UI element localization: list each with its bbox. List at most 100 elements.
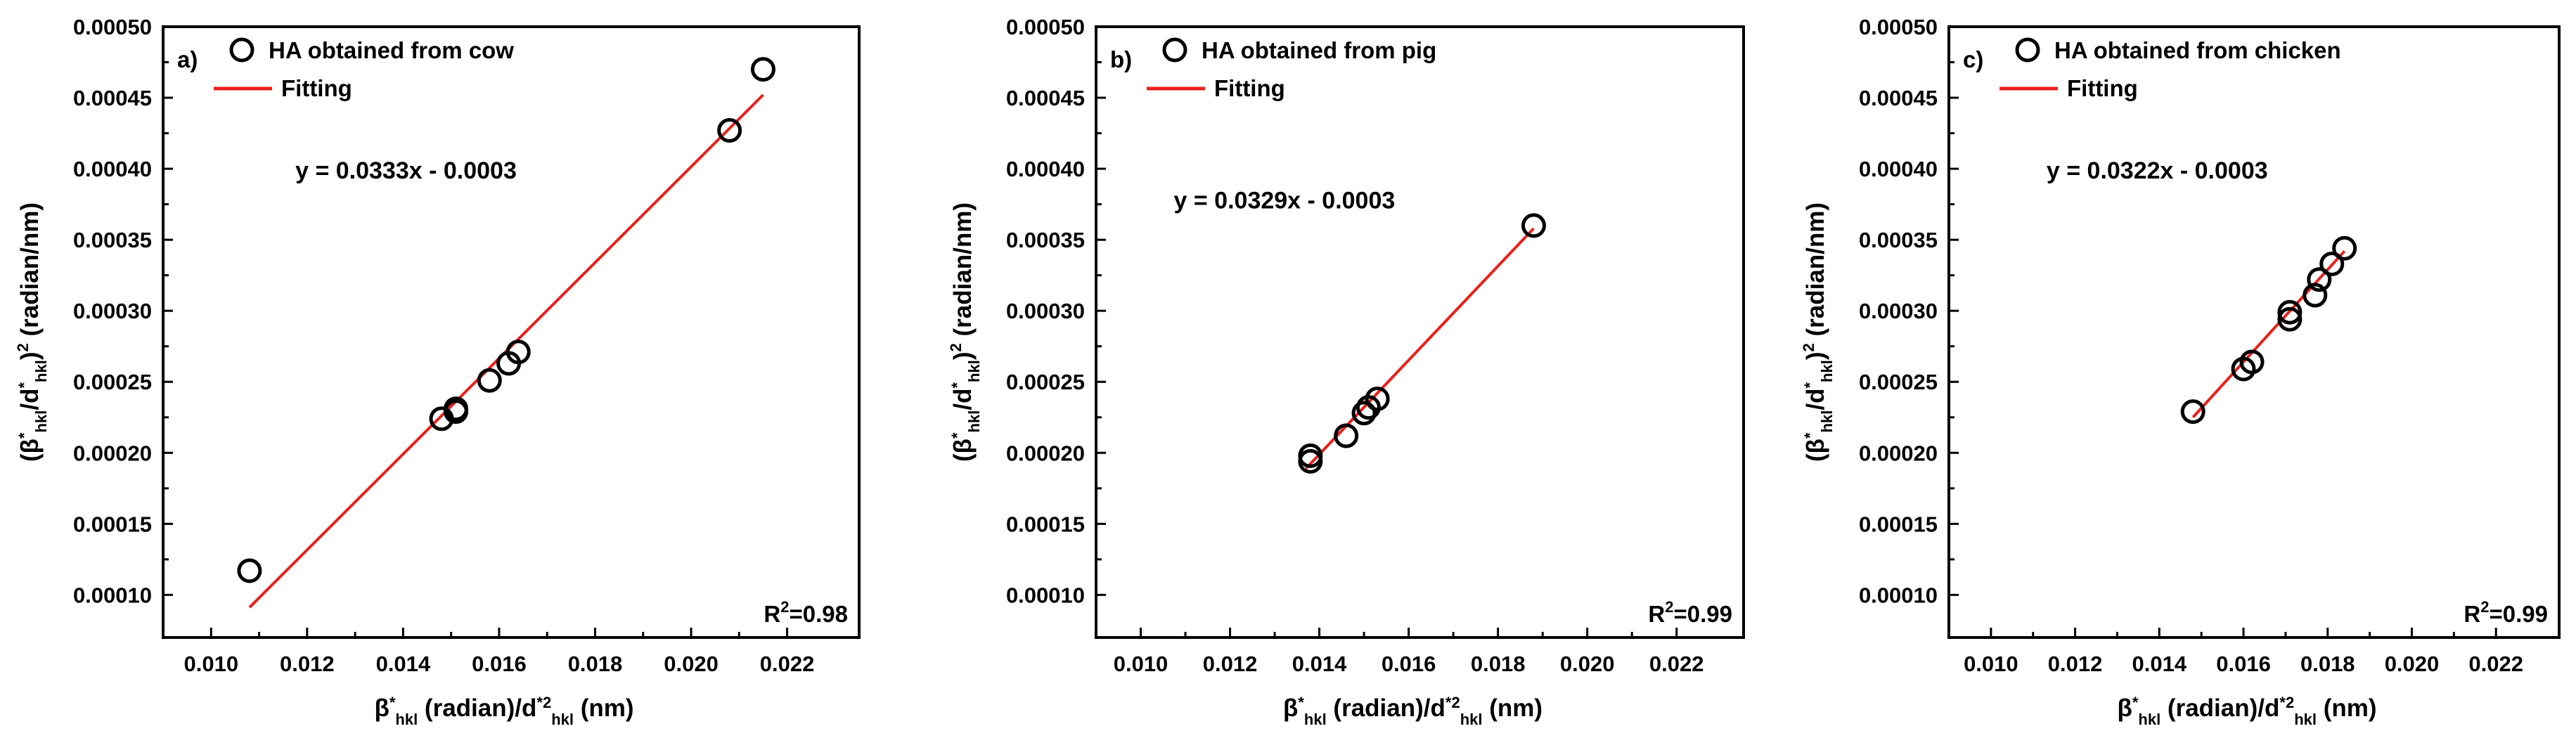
x-label-unit: (nm) — [574, 694, 634, 722]
legend-label-fit: Fitting — [1214, 75, 1285, 101]
y-label-unit: (radian/nm) — [949, 202, 977, 343]
data-point — [1334, 423, 1359, 448]
y-label-exponent: 2 — [947, 343, 965, 351]
y-tick-label: 0.00010 — [1006, 583, 1085, 607]
r-squared: R2=0.98 — [764, 598, 848, 627]
regression-equation: y = 0.0333x - 0.0003 — [295, 157, 517, 184]
y-label-star2: * — [948, 382, 966, 389]
r-squared-exponent: 2 — [2480, 598, 2489, 616]
y-tick-label: 0.00025 — [73, 370, 152, 394]
x-tick-label: 0.016 — [2216, 652, 2271, 676]
y-tick-label: 0.00050 — [1006, 15, 1085, 39]
data-point — [477, 368, 502, 393]
data-point — [717, 118, 742, 143]
x-tick-label: 0.012 — [280, 652, 335, 676]
y-label-exponent: 2 — [1800, 343, 1817, 351]
x-tick-label: 0.016 — [472, 652, 527, 676]
y-tick-label: 0.00045 — [1006, 86, 1085, 110]
data-point — [2180, 399, 2205, 425]
legend-marker — [2015, 37, 2040, 63]
x-tick-label: 0.016 — [1382, 652, 1436, 676]
legend-label-fit: Fitting — [281, 75, 352, 101]
chart-panel-3: 0.00010 0.00015 0.00020 0.00025 0.00030 0.000… — [1800, 15, 2561, 728]
data-point — [237, 558, 262, 583]
panel-label: a) — [177, 46, 198, 72]
y-label-sub-hkl: hkl — [32, 410, 50, 433]
r-squared: R2=0.99 — [2464, 598, 2548, 627]
chart-panel-2: 0.00010 0.00015 0.00020 0.00025 0.00030 0.000… — [947, 15, 1745, 728]
y-label-slash-d: /d — [949, 389, 977, 410]
y-tick-label: 0.00025 — [1006, 370, 1085, 394]
x-tick-label: 0.018 — [2300, 652, 2355, 676]
y-tick-label: 0.00045 — [1859, 86, 1938, 110]
y-label-star: * — [948, 432, 966, 439]
data-point — [2239, 349, 2265, 375]
y-label-open: (β — [949, 439, 977, 462]
regression-equation: y = 0.0329x - 0.0003 — [1174, 188, 1396, 214]
y-label-unit: (radian/nm) — [1802, 202, 1829, 343]
x-label-middle: (radian)/d — [2160, 694, 2279, 722]
legend-label-data: HA obtained from chicken — [2054, 37, 2341, 63]
plot-frame — [1095, 25, 1745, 639]
r-squared-value: =0.99 — [2490, 601, 2549, 627]
y-label-sub-hkl2: hkl — [965, 360, 983, 382]
y-tick-label: 0.00010 — [73, 583, 152, 607]
y-tick-label: 0.00035 — [1006, 228, 1085, 252]
x-tick-label: 0.010 — [183, 652, 238, 676]
y-tick-label: 0.00015 — [73, 512, 152, 536]
chart-panel-1: 0.00010 0.00015 0.00020 0.00025 0.00030 0.000… — [14, 15, 861, 728]
r-squared-value: =0.98 — [790, 601, 849, 627]
y-axis-label: (β*hkl/d*hkl)2 (radian/nm) — [947, 202, 983, 462]
y-tick-label: 0.00025 — [1859, 370, 1938, 394]
x-tick-label: 0.018 — [568, 652, 623, 676]
y-label-sub-hkl: hkl — [965, 410, 983, 433]
y-label-close: ) — [16, 352, 44, 361]
y-tick-label: 0.00040 — [1006, 157, 1085, 181]
y-label-close: ) — [949, 352, 977, 361]
legend-label-data: HA obtained from pig — [1202, 37, 1436, 63]
x-label-beta: β — [374, 694, 389, 722]
x-tick-label: 0.018 — [1471, 652, 1526, 676]
y-label-star2: * — [1801, 382, 1819, 389]
x-axis-label: β*hkl (radian)/d*2hkl (nm) — [1283, 694, 1543, 728]
fit-line — [2191, 250, 2346, 419]
y-label-exponent: 2 — [14, 343, 32, 351]
y-label-open: (β — [16, 439, 44, 462]
legend-label-data: HA obtained from cow — [269, 37, 514, 63]
x-label-middle: (radian)/d — [1327, 694, 1445, 722]
x-label-beta: β — [1283, 694, 1298, 722]
x-label-middle: (radian)/d — [418, 694, 536, 722]
y-label-star: * — [15, 432, 33, 439]
y-tick-label: 0.00035 — [73, 228, 152, 252]
y-label-close: ) — [1802, 352, 1829, 361]
r-squared-prefix: R — [2464, 601, 2480, 627]
data-point — [1521, 213, 1546, 238]
x-label-sub-hkl: hkl — [2138, 711, 2160, 728]
y-tick-label: 0.00015 — [1006, 512, 1085, 536]
legend-label-fit: Fitting — [2067, 75, 2138, 101]
data-point — [505, 339, 531, 365]
regression-equation: y = 0.0322x - 0.0003 — [2047, 157, 2268, 184]
r-squared-prefix: R — [764, 601, 780, 627]
x-tick-label: 0.014 — [1292, 652, 1347, 676]
plot-frame — [1947, 25, 2561, 639]
data-point — [1298, 443, 1323, 468]
y-label-star2: * — [15, 382, 33, 389]
x-label-unit: (nm) — [2317, 694, 2377, 722]
x-tick-label: 0.012 — [2048, 652, 2103, 676]
y-label-slash-d: /d — [16, 389, 44, 410]
y-tick-label: 0.00020 — [73, 441, 152, 465]
x-tick-label: 0.010 — [1964, 652, 2018, 676]
panel-label: c) — [1963, 46, 1983, 72]
x-label-star2: *2 — [536, 694, 551, 711]
r-squared-exponent: 2 — [1665, 598, 1673, 616]
y-label-star: * — [1801, 432, 1819, 439]
y-tick-label: 0.00040 — [73, 157, 152, 181]
y-label-sub-hkl2: hkl — [1818, 360, 1836, 382]
plot-frame — [162, 25, 861, 639]
y-tick-label: 0.00020 — [1006, 441, 1085, 465]
x-label-star: * — [2132, 694, 2139, 711]
x-label-unit: (nm) — [1482, 694, 1543, 722]
y-tick-label: 0.00020 — [1859, 441, 1938, 465]
